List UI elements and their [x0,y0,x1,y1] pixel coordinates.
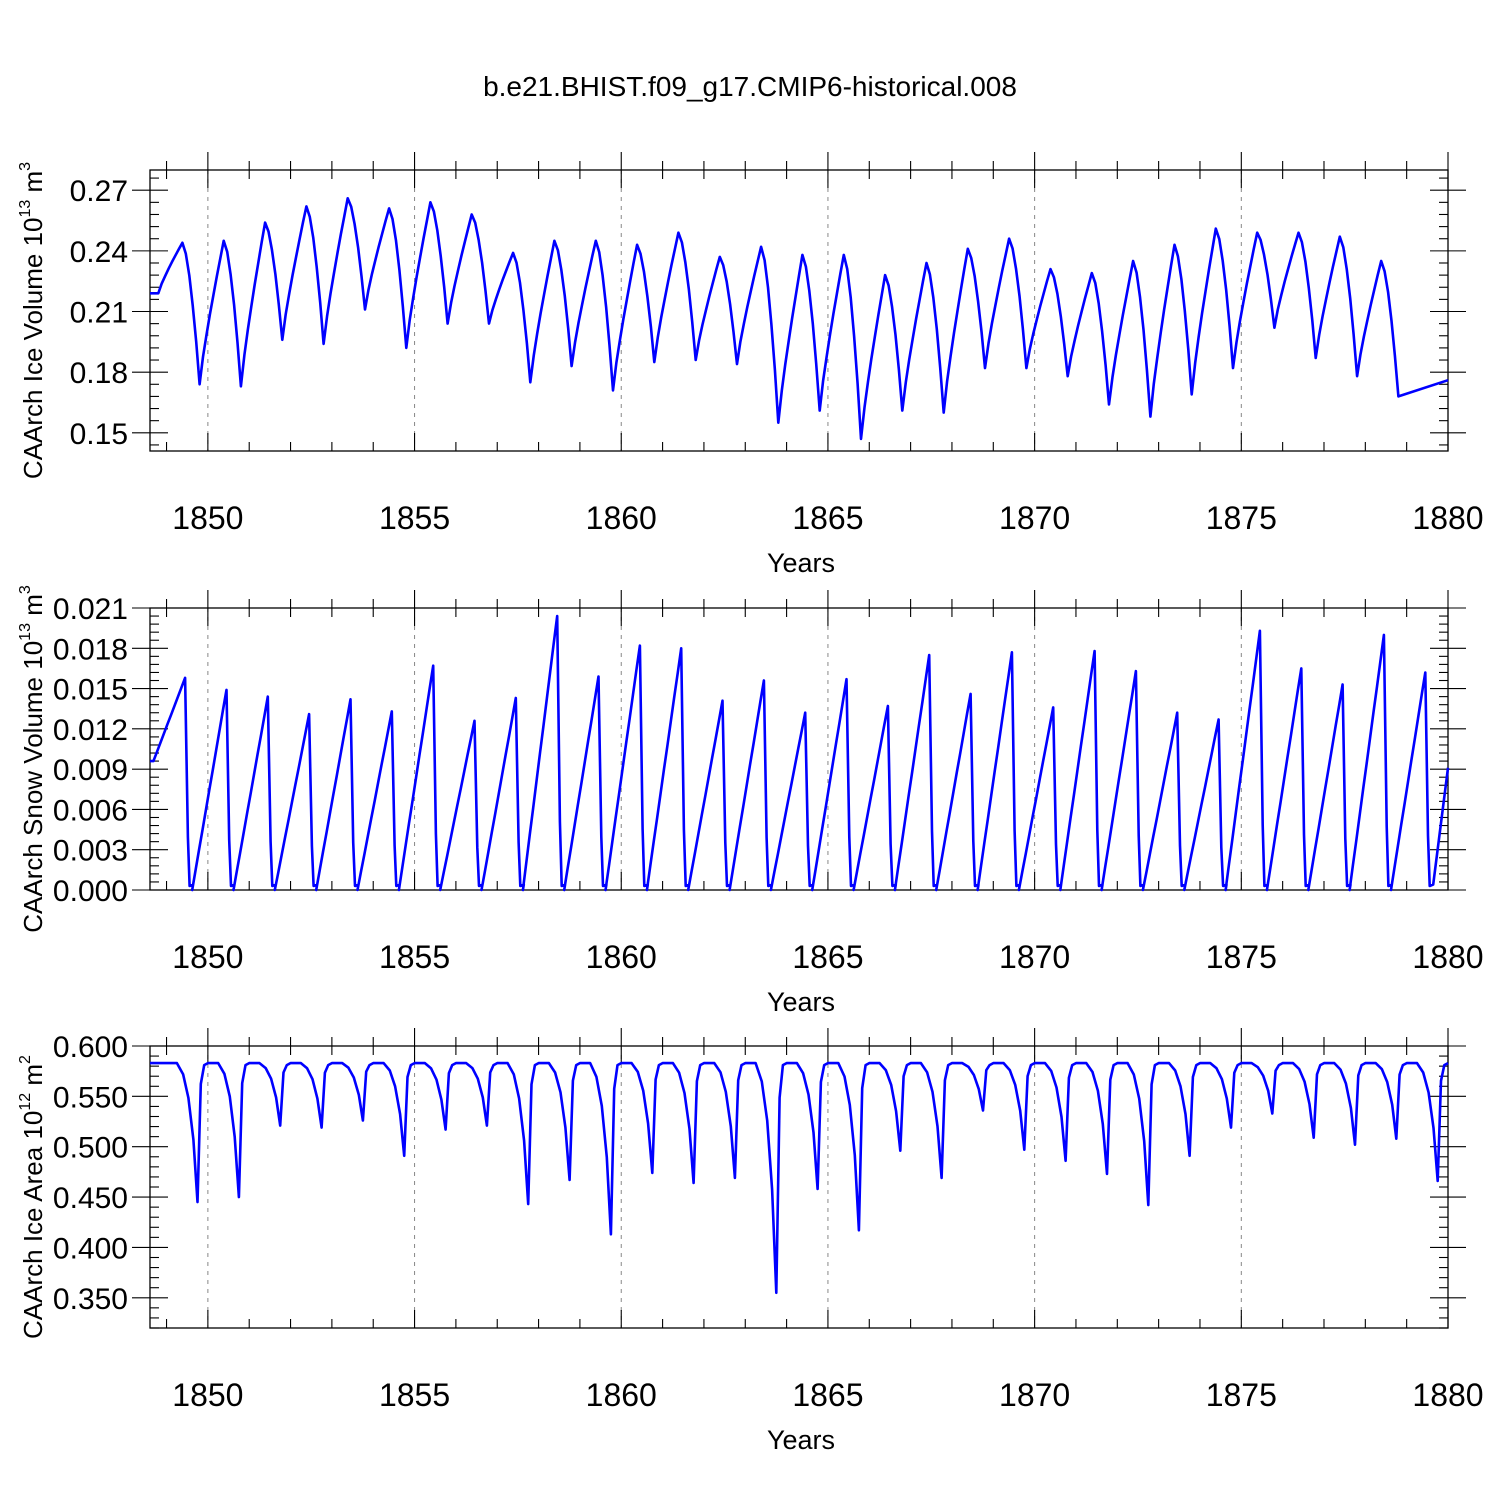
y-axis-label: CAArch Ice Volume 1013 m3 [17,162,48,479]
y-tick-label: 0.18 [70,357,128,390]
x-axis-label: Years [767,548,835,578]
plot-frame [149,1045,1449,1329]
series-line-caarch-snow-volume [150,614,1450,892]
y-tick-label: 0.15 [70,418,128,451]
x-axis-label: Years [767,1425,835,1455]
x-tick-label: 1870 [999,500,1070,536]
y-tick-label: 0.27 [70,175,128,208]
y-tick-label: 0.018 [53,633,128,666]
x-tick-label: 1875 [1206,939,1277,975]
y-tick-label: 0.021 [53,593,128,626]
x-axis-label: Years [767,987,835,1017]
y-tick-label: 0.015 [53,674,128,707]
y-tick-label: 0.500 [53,1132,128,1165]
y-tick-label: 0.550 [53,1081,128,1114]
y-tick-label: 0.600 [53,1031,128,1064]
figure-title: b.e21.BHIST.f09_g17.CMIP6-historical.008 [483,71,1017,102]
x-tick-label: 1865 [792,939,863,975]
snow-volume-panel: 0.000 0.003 0.006 0.009 0.012 0.015 0.018 0.021… [17,585,1484,1017]
ice-area-panel: 0.350 0.400 0.450 0.500 0.550 0.600 1850 1855 18… [17,1028,1484,1455]
y-tick-label: 0.21 [70,297,128,330]
y-tick-label: 0.24 [70,236,128,269]
y-tick-label: 0.350 [53,1283,128,1316]
y-tick-label: 0.000 [53,875,128,908]
plot-frame [149,607,1449,891]
y-tick-label: 0.009 [53,754,128,787]
y-axis-label: CAArch Snow Volume 1013 m3 [17,585,48,933]
x-tick-label: 1870 [999,1377,1070,1413]
x-tick-label: 1850 [172,1377,243,1413]
x-tick-label: 1880 [1412,1377,1483,1413]
ice-volume-panel: 0.15 0.18 0.21 0.24 0.27 1850 1855 1860 1865 1870… [17,152,1484,578]
x-tick-label: 1855 [379,500,450,536]
x-tick-label: 1875 [1206,1377,1277,1413]
y-axis-label: CAArch Ice Area 1012 m2 [17,1055,48,1339]
x-tick-label: 1870 [999,939,1070,975]
y-tick-label: 0.400 [53,1232,128,1265]
x-tick-label: 1880 [1412,939,1483,975]
y-tick-label: 0.006 [53,794,128,827]
x-tick-label: 1860 [586,1377,657,1413]
x-tick-label: 1865 [792,1377,863,1413]
x-tick-label: 1855 [379,1377,450,1413]
x-tick-label: 1865 [792,500,863,536]
series-line-caarch-ice-volume [150,197,1449,441]
x-tick-label: 1855 [379,939,450,975]
x-tick-label: 1860 [586,500,657,536]
x-tick-label: 1850 [172,500,243,536]
x-tick-label: 1875 [1206,500,1277,536]
y-tick-label: 0.003 [53,835,128,868]
x-tick-label: 1850 [172,939,243,975]
x-tick-label: 1880 [1412,500,1483,536]
x-tick-label: 1860 [586,939,657,975]
y-tick-label: 0.012 [53,714,128,747]
series-line-caarch-ice-area [150,1061,1449,1295]
y-tick-label: 0.450 [53,1182,128,1215]
plot-frame [149,169,1449,452]
